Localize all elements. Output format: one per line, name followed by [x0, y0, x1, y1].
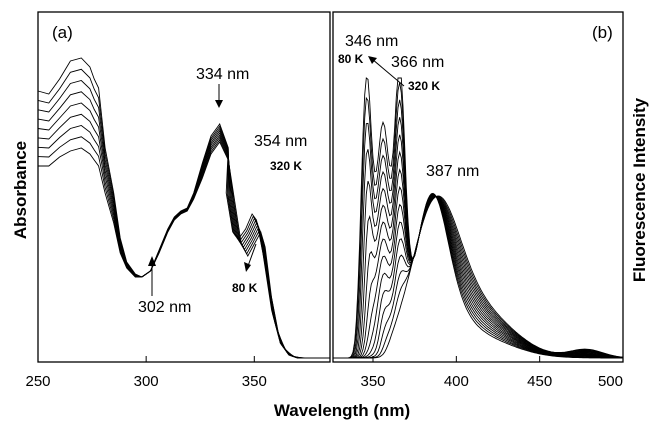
- arrowhead-80K-a: [244, 262, 251, 272]
- annotation-334nm: 334 nm: [196, 66, 249, 83]
- fluorescence-curve: [333, 150, 623, 359]
- absorbance-curve: [37, 113, 327, 359]
- arrowhead-302nm: [148, 256, 156, 266]
- fluorescence-curve: [333, 196, 624, 359]
- panel-b-tick-label-400: 400: [444, 373, 469, 390]
- panel-b-plot: 350 400 450 500 (b) 346 nm 80 K 366 nm 320 …: [333, 23, 624, 390]
- x-axis-title: Wavelength (nm): [274, 401, 410, 420]
- fluorescence-curve: [333, 196, 624, 359]
- panel-a-tick-label-300: 300: [134, 373, 159, 390]
- panel-a-curves: [37, 57, 330, 359]
- panel-b-label: (b): [592, 23, 613, 42]
- panel-a-x-ticks: 250 300 350: [25, 356, 267, 390]
- panel-a-tick-label-350: 350: [242, 373, 267, 390]
- y-axis-title-b: Fluorescence Intensity: [630, 97, 649, 282]
- y-axis-title-a: Absorbance: [11, 141, 30, 239]
- arrow-80K-a: [247, 243, 257, 267]
- absorbance-curve: [37, 57, 322, 359]
- annotation-354nm: 354 nm: [254, 133, 307, 150]
- absorbance-curve: [37, 91, 325, 359]
- fluorescence-curve: [333, 195, 624, 359]
- annotation-320K-a: 320 K: [270, 159, 302, 173]
- annotation-387nm: 387 nm: [426, 163, 479, 180]
- panel-b-x-ticks: 350 400 450 500: [360, 356, 624, 390]
- fluorescence-curve: [333, 196, 624, 359]
- panel-b-tick-label-350: 350: [360, 373, 385, 390]
- absorbance-curve: [38, 141, 330, 359]
- panel-b-tick-label-450: 450: [527, 373, 552, 390]
- panel-a-tick-label-250: 250: [25, 373, 50, 390]
- annotation-302nm: 302 nm: [138, 299, 191, 316]
- panel-b-tick-label-500: 500: [598, 373, 623, 390]
- annotation-346nm: 346 nm: [345, 33, 398, 50]
- arrow-80K-to-320K: [371, 58, 405, 87]
- fluorescence-curve: [333, 117, 623, 359]
- arrowhead-334nm: [215, 100, 223, 108]
- fluorescence-curve: [333, 168, 624, 359]
- fluorescence-curve: [333, 77, 623, 359]
- fluorescence-curve: [333, 185, 624, 359]
- panel-b-curves: [333, 77, 624, 359]
- fluorescence-curve: [333, 99, 623, 359]
- fluorescence-curve: [333, 82, 623, 359]
- arrowhead-80K-to-320K: [368, 56, 377, 64]
- panel-a-plot: 250 300 350 (a) 334 nm 354 nm 320 K 302 nm…: [25, 23, 330, 390]
- fluorescence-curve: [333, 195, 624, 359]
- panel-a-label: (a): [52, 23, 73, 42]
- fluorescence-curve: [333, 134, 624, 359]
- annotation-80K-b: 80 K: [338, 52, 364, 66]
- fluorescence-curve: [333, 195, 624, 359]
- annotation-80K-a: 80 K: [232, 281, 258, 295]
- panel-a-frame: [37, 11, 331, 363]
- panel-b-frame: [332, 11, 624, 363]
- absorbance-curve: [37, 79, 324, 359]
- fluorescence-curve: [333, 195, 624, 359]
- annotation-320K-b: 320 K: [408, 79, 440, 93]
- annotation-366nm: 366 nm: [391, 54, 444, 71]
